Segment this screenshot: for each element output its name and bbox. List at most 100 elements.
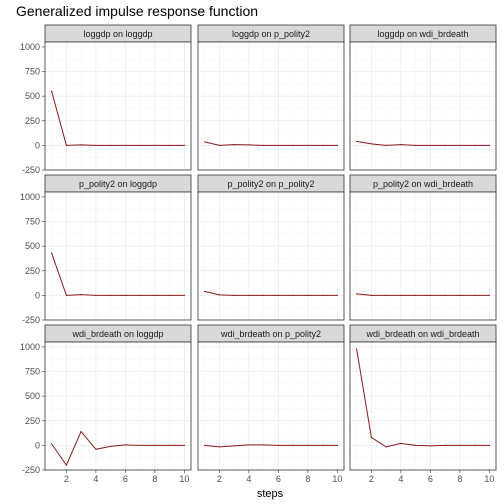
data-point [292,294,294,296]
data-point [110,144,112,146]
facet-strip-label: loggdp on p_polity2 [232,29,310,39]
data-point [444,444,446,446]
facet-panel: wdi_brdeath on loggdp -250 0 250 500 750 1000 2… [20,324,192,484]
data-point [400,442,402,445]
data-point [429,144,431,146]
data-point [248,144,250,146]
data-point [488,294,490,296]
facet-panel: wdi_brdeath on p_polity2 2 4 6 8 10 [197,324,345,484]
data-point [459,444,461,446]
data-point [356,140,358,143]
data-point [459,144,461,146]
y-tick-label: 500 [25,391,40,401]
data-point [154,444,156,446]
facet-panel: loggdp on wdi_brdeath [349,24,497,171]
data-point [488,144,490,146]
series-line [51,91,185,146]
data-point [415,144,417,146]
panel-border [349,191,497,321]
data-point [51,90,53,92]
data-point [370,436,372,439]
data-point [124,144,126,146]
data-point [488,444,490,446]
facet-strip-label: wdi_brdeath on p_polity2 [220,329,321,339]
series-line [51,252,185,296]
x-tick-label: 6 [276,474,281,484]
facet-panel: loggdp on p_polity2 [197,24,345,171]
data-point [233,143,235,146]
plot-area [350,342,496,470]
data-point [139,144,141,146]
x-tick-label: 8 [152,474,157,484]
facet-panel: p_polity2 on p_polity2 [197,174,345,321]
plot-area [198,42,344,170]
data-point [51,443,53,445]
data-point [336,144,338,146]
data-point [65,144,67,146]
x-tick-label: 4 [246,474,251,484]
data-point [110,445,112,447]
data-point [80,144,82,146]
y-tick-label: -250 [22,465,40,475]
data-point [292,144,294,146]
data-point [263,144,265,146]
data-point [51,252,53,254]
data-point [385,144,387,146]
y-tick-label: 750 [25,367,40,377]
data-point [169,144,171,146]
data-point [218,446,220,448]
data-point [336,294,338,296]
x-tick-label: 10 [179,474,189,484]
plot-area [350,42,496,170]
data-point [204,141,206,143]
data-point [154,294,156,296]
data-point [139,294,141,296]
data-point [263,444,265,446]
data-point [154,144,156,146]
data-point [248,444,250,446]
data-point [124,294,126,296]
plot-area [198,342,344,470]
facet-panel: loggdp on loggdp -250 0 250 500 750 1000 [20,24,192,175]
data-point [277,444,279,446]
panel-border [349,41,497,171]
plot-area [45,192,191,320]
data-point [400,294,402,296]
data-point [322,444,324,446]
panel-border [44,191,192,321]
chart-title: Generalized impulse response function [16,3,259,19]
plot-area [45,42,191,170]
facet-strip-label: p_polity2 on wdi_brdeath [373,179,473,189]
y-tick-label: 0 [35,140,40,150]
series-line [356,293,490,296]
data-point [307,144,309,146]
data-point [444,294,446,296]
x-tick-label: 8 [457,474,462,484]
data-point [385,446,387,448]
data-point [95,294,97,296]
data-point [233,294,235,296]
facet-panel: wdi_brdeath on wdi_brdeath 2 4 6 8 10 [349,324,497,484]
x-tick-label: 2 [64,474,69,484]
data-point [169,294,171,296]
data-point [95,144,97,146]
data-point [183,444,185,446]
y-tick-label: 750 [25,217,40,227]
y-tick-label: -250 [22,165,40,175]
plot-area [198,192,344,320]
facet-strip-label: wdi_brdeath on loggdp [71,329,163,339]
data-point [292,444,294,446]
panel-border [44,41,192,171]
data-point [370,294,372,296]
x-tick-label: 10 [332,474,342,484]
y-tick-label: 0 [35,440,40,450]
series-line [356,140,490,146]
plot-area [350,192,496,320]
facet-strip-label: p_polity2 on loggdp [79,179,157,189]
data-point [124,444,126,446]
plot-area [45,342,191,470]
data-point [95,448,97,450]
y-tick-label: 0 [35,290,40,300]
y-tick-label: -250 [22,315,40,325]
